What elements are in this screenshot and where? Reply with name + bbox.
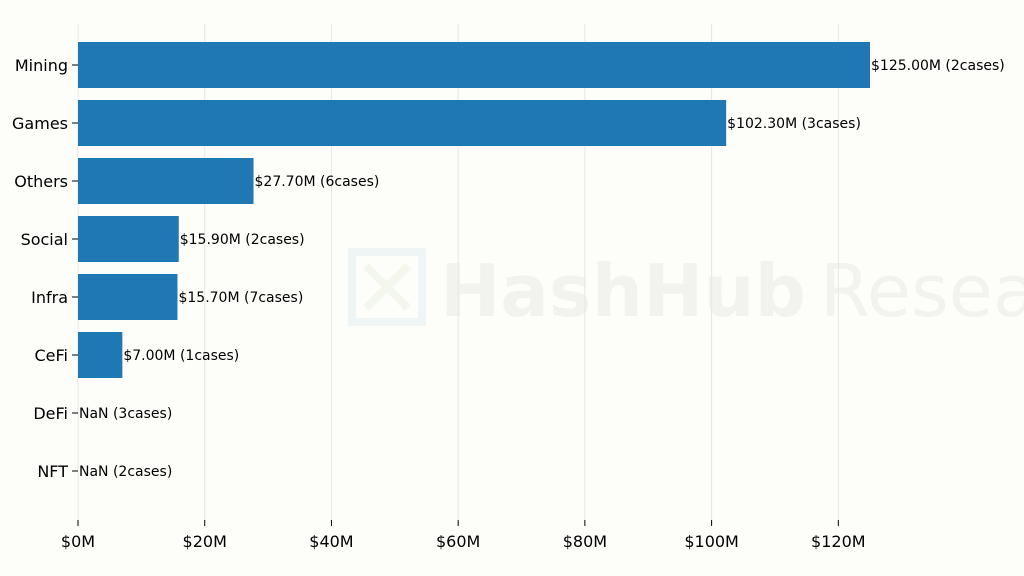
hashhub-logo-icon xyxy=(348,248,426,326)
data-label: $102.30M (3cases) xyxy=(727,116,861,132)
data-label: NaN (2cases) xyxy=(79,464,172,480)
bar-social xyxy=(78,216,179,262)
category-label: NFT xyxy=(37,462,68,481)
data-label: $15.90M (2cases) xyxy=(180,232,305,248)
bar-cefi xyxy=(78,332,123,378)
bar-infra xyxy=(78,274,178,320)
category-label: DeFi xyxy=(33,404,68,423)
data-label: NaN (3cases) xyxy=(79,406,172,422)
y-axis: Mining Games Others Social Infra CeFi DeFi NFT xyxy=(12,56,78,481)
watermark-text-bold: HashHub xyxy=(440,249,806,333)
x-tick-label: $100M xyxy=(684,532,739,551)
category-label: Games xyxy=(12,114,68,133)
category-label: Mining xyxy=(15,56,68,75)
x-tick-label: $60M xyxy=(436,532,480,551)
x-tick-label: $120M xyxy=(811,532,866,551)
bar-games xyxy=(78,100,727,146)
data-label: $15.70M (7cases) xyxy=(178,290,303,306)
x-tick-label: $20M xyxy=(183,532,227,551)
category-label: CeFi xyxy=(35,346,69,365)
data-label: $7.00M (1cases) xyxy=(123,348,239,364)
category-label: Others xyxy=(14,172,68,191)
bar-others xyxy=(78,158,254,204)
data-label: $125.00M (2cases) xyxy=(871,58,1005,74)
data-labels: $125.00M (2cases) $102.30M (3cases) $27.70… xyxy=(79,58,1005,480)
x-tick-label: $40M xyxy=(309,532,353,551)
watermark-text: HashHubResearch xyxy=(440,249,1024,333)
bars xyxy=(78,42,870,378)
watermark: HashHubResearch xyxy=(348,248,1024,333)
bar-mining xyxy=(78,42,870,88)
x-tick-label: $0M xyxy=(61,532,95,551)
category-label: Social xyxy=(21,230,68,249)
watermark-text-light: Research xyxy=(820,249,1024,333)
x-axis: $0M $20M $40M $60M $80M $100M $120M xyxy=(61,520,866,551)
x-tick-label: $80M xyxy=(563,532,607,551)
category-label: Infra xyxy=(31,288,68,307)
data-label: $27.70M (6cases) xyxy=(255,174,380,190)
